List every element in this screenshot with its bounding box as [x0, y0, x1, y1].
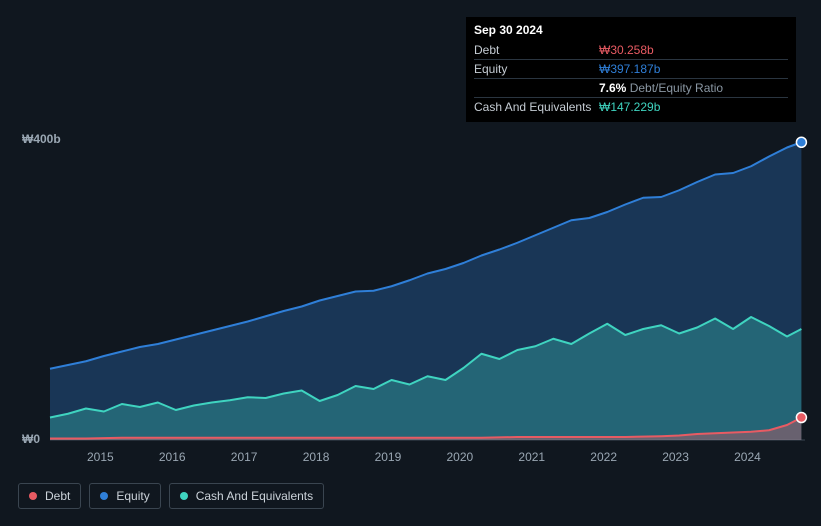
tooltip-row-label [474, 81, 599, 95]
legend-item[interactable]: Debt [18, 483, 81, 509]
tooltip-row-value: 7.6% Debt/Equity Ratio [599, 81, 788, 95]
tooltip-row-label: Debt [474, 43, 599, 57]
chart-tooltip: Sep 30 2024 Debt₩30.258bEquity₩397.187b7… [466, 17, 796, 122]
x-axis-tick-label: 2016 [159, 450, 186, 464]
x-axis-tick-label: 2021 [518, 450, 545, 464]
y-axis-tick-label: ₩0 [22, 432, 40, 446]
tooltip-row-value: ₩397.187b [599, 62, 788, 76]
tooltip-row: Equity₩397.187b [474, 60, 788, 79]
x-axis-tick-label: 2023 [662, 450, 689, 464]
legend-label: Equity [116, 489, 149, 503]
x-axis-tick-label: 2018 [303, 450, 330, 464]
legend-label: Debt [45, 489, 70, 503]
x-axis-tick-label: 2020 [446, 450, 473, 464]
x-axis-tick-label: 2019 [375, 450, 402, 464]
tooltip-row: Debt₩30.258b [474, 41, 788, 60]
tooltip-row-value: ₩147.229b [599, 100, 788, 114]
x-axis-tick-label: 2024 [734, 450, 761, 464]
legend-item[interactable]: Cash And Equivalents [169, 483, 324, 509]
legend-item[interactable]: Equity [89, 483, 160, 509]
tooltip-rows: Debt₩30.258bEquity₩397.187b7.6% Debt/Equ… [474, 41, 788, 116]
legend-dot-icon [29, 492, 37, 500]
x-axis-tick-label: 2015 [87, 450, 114, 464]
chart-container: Sep 30 2024 Debt₩30.258bEquity₩397.187b7… [0, 0, 821, 526]
x-axis-tick-label: 2017 [231, 450, 258, 464]
tooltip-row-label: Cash And Equivalents [474, 100, 599, 114]
legend-label: Cash And Equivalents [196, 489, 313, 503]
tooltip-date: Sep 30 2024 [474, 23, 788, 41]
tooltip-row: 7.6% Debt/Equity Ratio [474, 79, 788, 98]
chart-legend: Debt Equity Cash And Equivalents [18, 483, 324, 509]
x-axis-tick-label: 2022 [590, 450, 617, 464]
legend-dot-icon [100, 492, 108, 500]
y-axis-tick-label: ₩400b [22, 132, 61, 146]
legend-dot-icon [180, 492, 188, 500]
tooltip-row-value: ₩30.258b [599, 43, 788, 57]
tooltip-row-label: Equity [474, 62, 599, 76]
tooltip-row: Cash And Equivalents₩147.229b [474, 98, 788, 116]
